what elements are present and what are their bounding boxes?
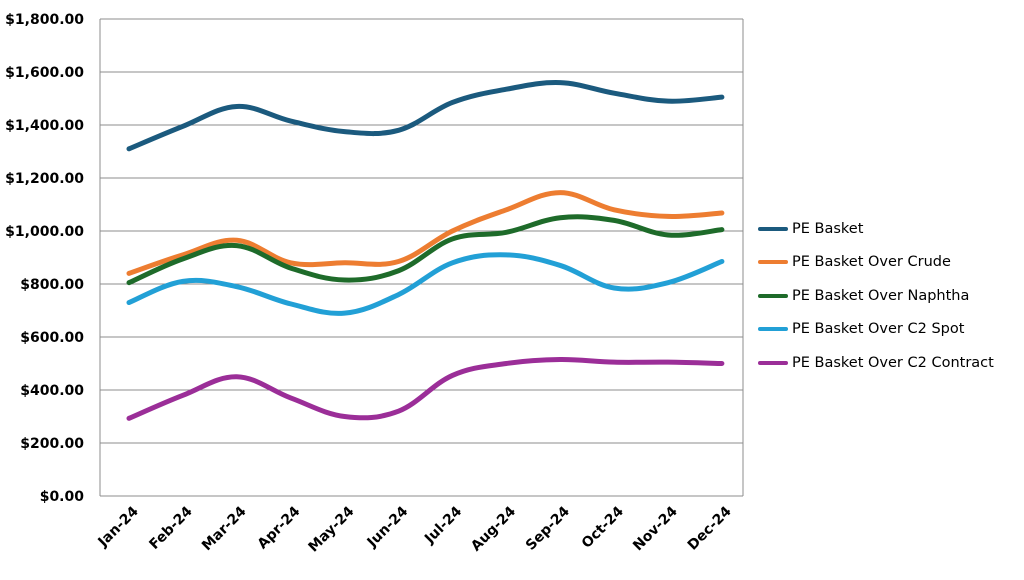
- legend-item: PE Basket: [758, 212, 1020, 246]
- x-tick-label: Nov-24: [630, 503, 681, 554]
- x-tick-label: May-24: [306, 503, 358, 555]
- y-tick-label: $1,600.00: [5, 65, 84, 81]
- y-tick-label: $0.00: [40, 489, 85, 505]
- series-line: [126, 357, 725, 421]
- legend-item: PE Basket Over C2 Spot: [758, 313, 1020, 347]
- y-tick-label: $800.00: [20, 277, 84, 293]
- line-chart: $0.00 $200.00 $400.00 $600.00 $800.00 $1,000.…: [5, 12, 744, 555]
- grid-lines: [99, 18, 744, 497]
- legend-item: PE Basket Over Naphtha: [758, 279, 1020, 313]
- x-tick-label: Jun-24: [364, 503, 412, 551]
- y-tick-label: $1,000.00: [5, 224, 84, 240]
- legend-swatch: [758, 327, 788, 332]
- x-tick-label: Mar-24: [199, 503, 250, 554]
- legend-swatch: [758, 360, 788, 365]
- series-line: [126, 80, 725, 152]
- y-tick-label: $400.00: [20, 383, 84, 399]
- x-tick-label: Jul-24: [421, 503, 465, 547]
- y-tick-label: $1,800.00: [5, 12, 84, 28]
- series-lines: [126, 80, 725, 421]
- legend-swatch: [758, 293, 788, 298]
- x-tick-label: Sep-24: [523, 503, 573, 553]
- legend-label: PE Basket Over C2 Spot: [792, 321, 965, 338]
- y-tick-label: $200.00: [20, 436, 84, 452]
- x-tick-label: Jan-24: [95, 503, 142, 550]
- y-axis-tick-labels: $0.00 $200.00 $400.00 $600.00 $800.00 $1,000.…: [5, 12, 84, 505]
- y-tick-label: $600.00: [20, 330, 84, 346]
- legend-swatch: [758, 260, 788, 265]
- x-tick-label: Oct-24: [579, 503, 627, 551]
- x-tick-label: Apr-24: [255, 503, 304, 552]
- y-tick-label: $1,400.00: [5, 118, 84, 134]
- legend: PE Basket PE Basket Over Crude PE Basket O…: [758, 212, 1020, 380]
- legend-item: PE Basket Over Crude: [758, 246, 1020, 280]
- legend-item: PE Basket Over C2 Contract: [758, 346, 1020, 380]
- legend-label: PE Basket Over C2 Contract: [792, 354, 994, 371]
- series-line: [126, 214, 725, 286]
- legend-label: PE Basket: [792, 220, 864, 237]
- x-tick-label: Dec-24: [685, 503, 735, 553]
- legend-swatch: [758, 226, 788, 231]
- legend-label: PE Basket Over Crude: [792, 254, 951, 271]
- y-tick-label: $1,200.00: [5, 171, 84, 187]
- x-tick-label: Feb-24: [146, 503, 196, 553]
- x-axis-tick-labels: Jan-24 Feb-24 Mar-24 Apr-24 May-24 Jun-24 Jul-…: [95, 503, 735, 555]
- x-tick-label: Aug-24: [468, 503, 519, 554]
- series-line: [126, 252, 725, 316]
- legend-label: PE Basket Over Naphtha: [792, 287, 970, 304]
- series-line: [126, 190, 725, 276]
